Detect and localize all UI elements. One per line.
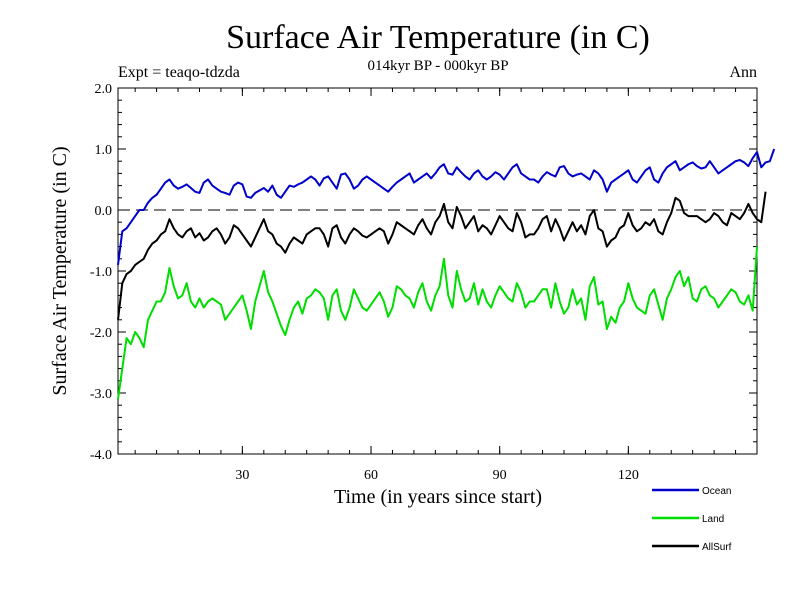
legend-label-land: Land [702,514,724,525]
x-axis-label: Time (in years since start) [334,486,542,508]
season-label: Ann [729,64,757,81]
legend-label-ocean: Ocean [702,486,731,497]
x-tick-label: 30 [235,468,249,483]
x-axis: 30 60 90 120 [134,88,737,483]
y-tick-label: -3.0 [90,387,112,402]
y-tick-label: -4.0 [90,448,112,463]
chart-title: Surface Air Temperature (in C) [226,19,650,56]
y-tick-label: -1.0 [90,265,112,280]
y-axis-label: Surface Air Temperature (in C) [49,146,71,395]
series-line-ocean [117,148,776,266]
x-tick-label: 120 [618,468,639,483]
plot-frame [117,87,758,455]
legend: Ocean Land AllSurf [652,486,732,553]
plot-area: -4.0 -3.0 -2.0 -1.0 0.0 1.0 2.0 30 60 90 120 [90,82,776,483]
y-tick-label: 0.0 [95,204,113,219]
y-tick-label: 1.0 [95,143,113,158]
chart-subtitle: 014kyr BP - 000kyr BP [367,58,508,74]
y-tick-label: 2.0 [95,82,113,97]
series-line-allsurf [117,191,767,320]
y-tick-label: -2.0 [90,326,112,341]
x-tick-label: 60 [364,468,378,483]
x-tick-label: 90 [493,468,507,483]
y-axis: -4.0 -3.0 -2.0 -1.0 0.0 1.0 2.0 [90,82,757,463]
experiment-label: Expt = teaqo-tdzda [118,64,240,81]
series-line-land [117,246,758,400]
legend-label-allsurf: AllSurf [702,542,732,553]
series-group [117,148,776,400]
